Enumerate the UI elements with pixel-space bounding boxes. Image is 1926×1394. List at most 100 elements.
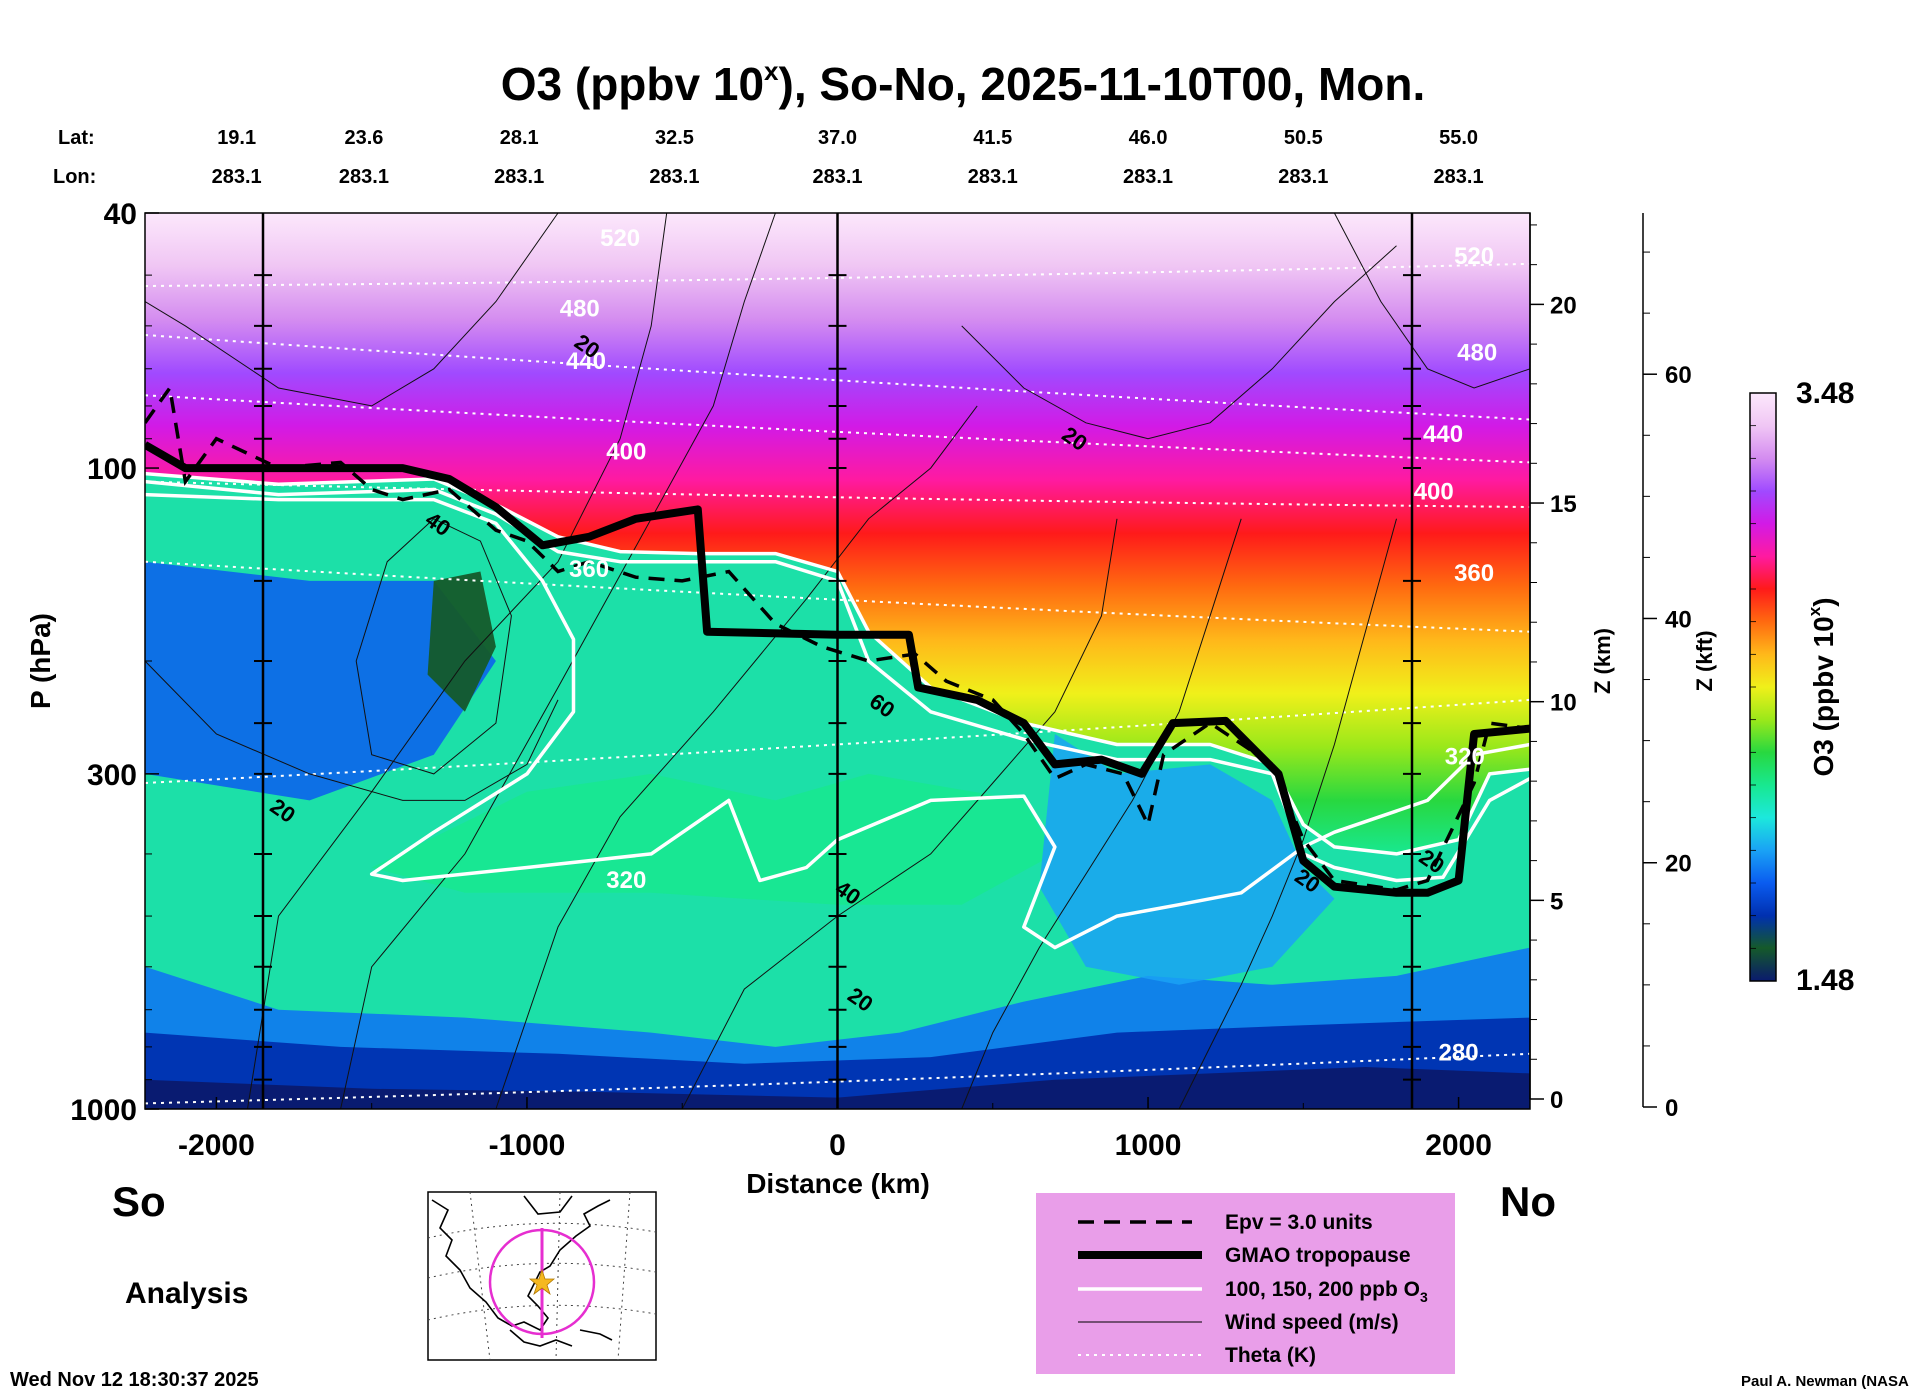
lon-value: 283.1 bbox=[1123, 166, 1173, 188]
wind-contour bbox=[145, 213, 559, 407]
theta-label: 400 bbox=[1414, 479, 1454, 506]
lon-value: 283.1 bbox=[812, 166, 862, 188]
station-vertical-lines bbox=[254, 213, 1421, 1109]
x-tick-label: -1000 bbox=[489, 1129, 566, 1162]
lon-value: 283.1 bbox=[968, 166, 1018, 188]
wind-contour bbox=[681, 518, 1118, 1109]
legend-tropopause-label: GMAO tropopause bbox=[1225, 1244, 1411, 1267]
lon-value: 283.1 bbox=[1278, 166, 1328, 188]
legend: Epv = 3.0 units GMAO tropopause 100, 150… bbox=[1036, 1193, 1455, 1374]
lon-value: 283.1 bbox=[339, 166, 389, 188]
theta-line-400 bbox=[145, 480, 1530, 508]
legend-epv-label: Epv = 3.0 units bbox=[1225, 1211, 1373, 1234]
z-km-axis: 0 5 10 15 20 bbox=[1529, 213, 1577, 1114]
plot-area: 5204804404003603202805204804404003603202… bbox=[145, 213, 1530, 1109]
title-main: O3 (ppbv 10 bbox=[501, 58, 764, 110]
z-km-tick-label: 5 bbox=[1550, 888, 1563, 915]
lat-value: 37.0 bbox=[818, 127, 857, 149]
theta-label: 320 bbox=[1445, 743, 1485, 770]
lat-value: 19.1 bbox=[217, 127, 256, 149]
theta-label: 360 bbox=[1454, 560, 1494, 587]
wind-contour bbox=[961, 245, 1397, 440]
y-axis-title: P (hPa) bbox=[25, 613, 56, 709]
lat-value: 28.1 bbox=[500, 127, 539, 149]
wind-contour bbox=[340, 213, 776, 1109]
lon-label: Lon: bbox=[53, 166, 96, 188]
lon-value: 283.1 bbox=[494, 166, 544, 188]
lat-value: 41.5 bbox=[973, 127, 1012, 149]
x-tick-label: -2000 bbox=[178, 1129, 255, 1162]
x-tick-label: 2000 bbox=[1425, 1129, 1492, 1162]
z-km-title: Z (km) bbox=[1590, 628, 1615, 694]
colorbar-max-label: 3.48 bbox=[1796, 377, 1854, 410]
inset-map bbox=[427, 1191, 657, 1361]
tropo-patch bbox=[427, 571, 496, 712]
colorbar-min-label: 1.48 bbox=[1796, 964, 1854, 997]
tropospheric-patches bbox=[145, 561, 1530, 1109]
wind-contour bbox=[495, 405, 978, 1109]
z-km-tick-label: 10 bbox=[1550, 690, 1577, 717]
lat-lon-row: 19.1 283.1 23.6 283.1 28.1 283.1 32.5 283.1 37.0… bbox=[212, 127, 1484, 188]
theta-label: 280 bbox=[1439, 1039, 1479, 1066]
z-km-tick-label: 0 bbox=[1550, 1087, 1563, 1114]
wind-contour bbox=[1178, 518, 1397, 1109]
legend-theta-label: Theta (K) bbox=[1225, 1344, 1316, 1367]
wind-contour bbox=[247, 213, 668, 1109]
z-km-tick-label: 20 bbox=[1550, 292, 1577, 319]
y-axis: 40 100 300 1000 bbox=[70, 198, 159, 1127]
legend-o3-label: 100, 150, 200 ppb O3 bbox=[1225, 1278, 1428, 1305]
lon-value: 283.1 bbox=[649, 166, 699, 188]
z-kft-tick-label: 0 bbox=[1665, 1095, 1678, 1122]
wind-contour bbox=[355, 518, 512, 775]
theta-contours bbox=[145, 262, 1530, 1105]
theta-label: 480 bbox=[1457, 340, 1497, 367]
theta-line-520 bbox=[145, 262, 1530, 287]
lat-value: 46.0 bbox=[1129, 127, 1168, 149]
o3-contour-150 bbox=[145, 492, 1530, 950]
direction-north: No bbox=[1500, 1178, 1556, 1225]
tropo-patch bbox=[371, 773, 1055, 905]
theta-label: 320 bbox=[606, 867, 646, 894]
x-axis: -2000 -1000 0 1000 2000 bbox=[178, 1097, 1492, 1162]
chart-title: O3 (ppbv 10x), So-No, 2025-11-10T00, Mon… bbox=[501, 56, 1426, 110]
theta-label: 480 bbox=[560, 295, 600, 322]
lon-value: 283.1 bbox=[212, 166, 262, 188]
map-coastline bbox=[431, 1195, 613, 1347]
colorbar-title: O3 (ppbv 10x) bbox=[1805, 597, 1839, 776]
lat-value: 32.5 bbox=[655, 127, 694, 149]
tropopause-line bbox=[145, 441, 1530, 897]
lat-label: Lat: bbox=[58, 127, 95, 149]
z-km-tick-label: 15 bbox=[1550, 491, 1577, 518]
z-kft-axis: 0 20 40 60 bbox=[1642, 213, 1692, 1122]
title-superscript: x bbox=[764, 56, 779, 86]
timestamp: Wed Nov 12 18:30:37 2025 bbox=[10, 1369, 259, 1391]
x-axis-title: Distance (km) bbox=[746, 1168, 930, 1199]
colorbar bbox=[1749, 392, 1777, 982]
z-kft-tick-label: 20 bbox=[1665, 851, 1692, 878]
title-tail: ), So-No, 2025-11-10T00, Mon. bbox=[779, 58, 1426, 110]
wind-contour bbox=[1333, 213, 1530, 389]
theta-label: 520 bbox=[600, 225, 640, 252]
wind-contour bbox=[145, 660, 559, 801]
tropo-patch bbox=[1039, 734, 1335, 985]
theta-label: 360 bbox=[569, 556, 609, 583]
map-center-star bbox=[528, 1268, 556, 1296]
lon-value: 283.1 bbox=[1434, 166, 1484, 188]
wind-speed-contours bbox=[145, 213, 1530, 1109]
theta-label: 400 bbox=[606, 439, 646, 466]
theta-label: 520 bbox=[1454, 243, 1494, 270]
theta-label: 440 bbox=[1423, 421, 1463, 448]
credit: Paul A. Newman (NASA bbox=[1741, 1373, 1909, 1390]
tropo-patch bbox=[145, 1067, 1530, 1109]
theta-label: 440 bbox=[566, 348, 606, 375]
z-kft-tick-label: 60 bbox=[1665, 362, 1692, 389]
y-tick-label: 100 bbox=[87, 453, 137, 486]
y-tick-label: 1000 bbox=[70, 1094, 137, 1127]
z-kft-title: Z (kft) bbox=[1692, 630, 1717, 691]
lat-value: 50.5 bbox=[1284, 127, 1323, 149]
lat-value: 23.6 bbox=[344, 127, 383, 149]
x-tick-label: 0 bbox=[829, 1129, 846, 1162]
wind-contour bbox=[961, 518, 1242, 1109]
z-kft-tick-label: 40 bbox=[1665, 606, 1692, 633]
